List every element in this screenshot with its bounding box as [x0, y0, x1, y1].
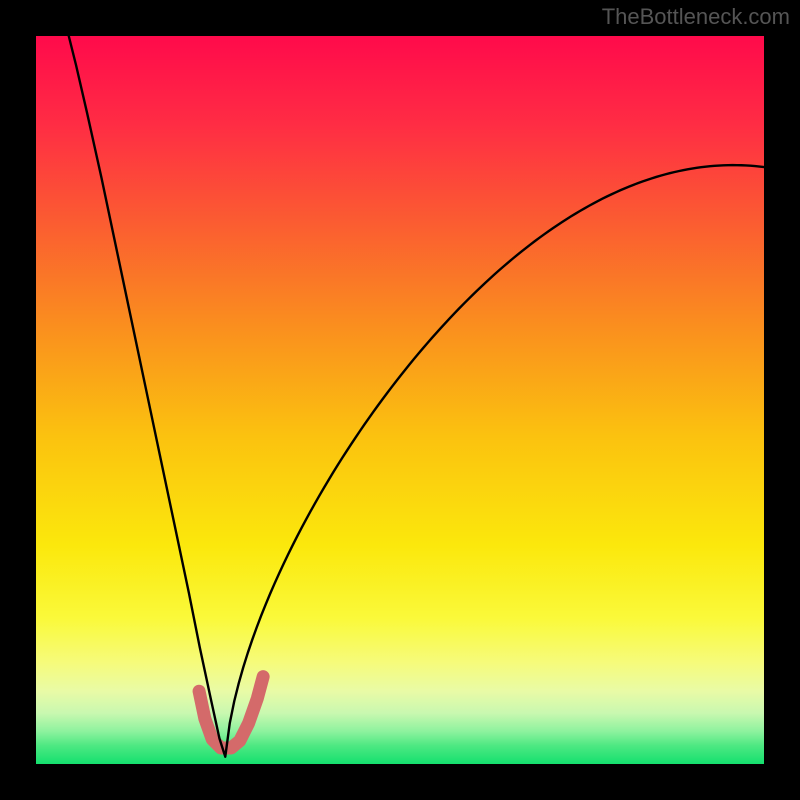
- watermark-text: TheBottleneck.com: [602, 4, 790, 30]
- bottleneck-chart: [0, 0, 800, 800]
- chart-background: [36, 36, 764, 764]
